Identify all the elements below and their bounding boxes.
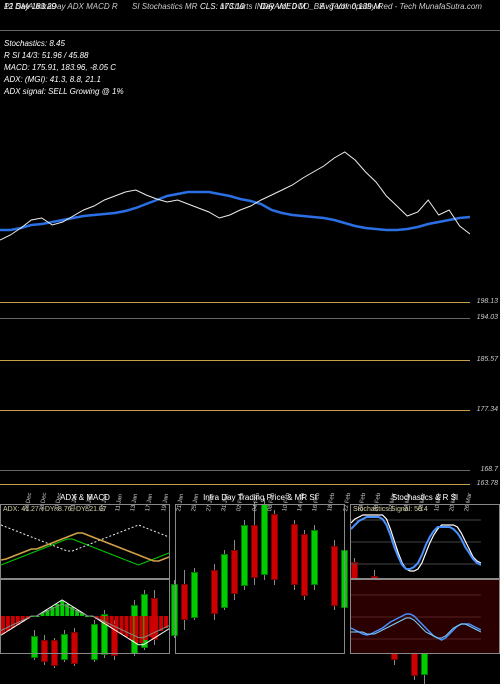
sub1-title: ADX & MACD	[0, 492, 170, 504]
hdr-l2: SI Stochastics MR	[132, 2, 197, 11]
level-label: 163.78	[477, 480, 498, 487]
hdr-cls: CLS: 173.10	[200, 2, 244, 11]
level-line	[0, 302, 470, 303]
subplot-adx-macd: ADX & MACD ADX: 41.27 +DY: 8.76 -DY: 21.…	[0, 492, 170, 657]
level-line	[0, 360, 470, 361]
ro-adx: ADX: (MGI): 41.3, 8.8, 21.1	[4, 74, 224, 86]
stoch-box: Stochastics Signal: 50.4 80 50 20	[350, 504, 500, 579]
candle-panel: 26 Dec28 Dec30 Dec03 Jan05 Jan07 Jan11 J…	[0, 290, 470, 490]
indicator-readout: Stochastics: 8.45 R SI 14/3: 51.96 / 45.…	[4, 38, 224, 98]
adx-svg	[1, 505, 169, 578]
ro-adxsig: ADX signal: SELL Growing @ 1%	[4, 86, 224, 98]
hdr-sma: 12 Day 183.29	[4, 2, 56, 11]
level-line	[0, 484, 470, 485]
sub2-title: Intra Day Trading Price & MR SI	[175, 492, 345, 504]
price-line-svg	[0, 100, 470, 270]
subplot-stoch-rsi: Stochastics & R SI Stochastics Signal: 5…	[350, 492, 500, 657]
adx-label: ADX: 41.27 +DY: 8.76 -DY: 21.07	[3, 506, 107, 513]
level-label: 194.03	[477, 314, 498, 321]
adx-box: ADX: 41.27 +DY: 8.76 -DY: 21.07	[0, 504, 170, 579]
intraday-box	[175, 504, 345, 654]
stoch-svg	[351, 505, 481, 578]
divider	[0, 30, 500, 31]
level-label: 185.57	[477, 356, 498, 363]
rsi-box: 80 50 20	[350, 579, 500, 654]
level-label: 168.7	[480, 466, 498, 473]
price-line-panel	[0, 100, 470, 270]
level-line	[0, 410, 470, 411]
ro-stoch: Stochastics: 8.45	[4, 38, 224, 50]
level-label: 177.34	[477, 406, 498, 413]
indicator-subplots: ADX & MACD ADX: 41.27 +DY: 8.76 -DY: 21.…	[0, 492, 500, 657]
hdr-avgvol: Avg Vol: 0.139 M	[320, 2, 380, 11]
chart-root: { "header": { "l1": "P1 SMA IntraDay ADX…	[0, 0, 500, 660]
subplot-intraday: Intra Day Trading Price & MR SI	[175, 492, 345, 657]
hdr-dayvol: Day Vol: 0 M	[260, 2, 306, 11]
ro-rsi: R SI 14/3: 51.96 / 45.88	[4, 50, 224, 62]
level-line	[0, 318, 470, 319]
level-label: 198.13	[477, 298, 498, 305]
stoch-sig-label: Stochastics Signal: 50.4	[353, 506, 428, 513]
level-line	[0, 470, 470, 471]
ro-macd: MACD: 175.91, 183.96, -8.05 C	[4, 62, 224, 74]
rsi-svg	[351, 580, 481, 653]
sub3-title: Stochastics & R SI	[350, 492, 500, 504]
macd-box	[0, 579, 170, 654]
macd-svg	[1, 580, 169, 653]
